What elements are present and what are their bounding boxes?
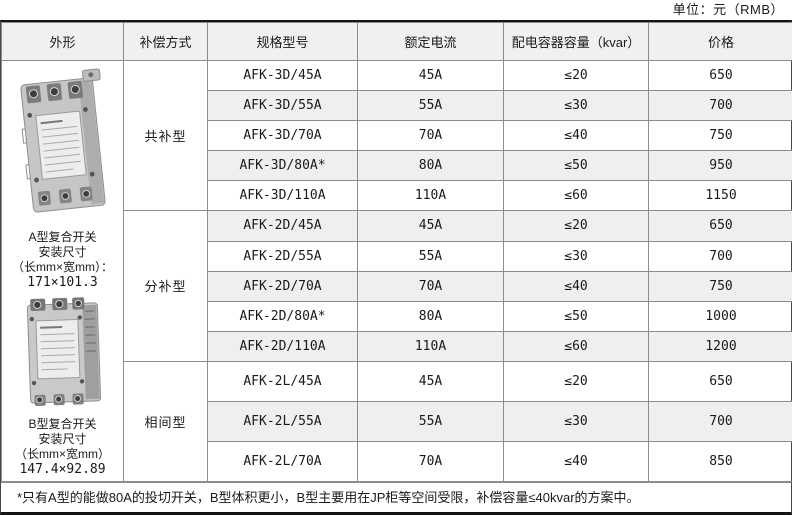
- switch-product-image-b: [18, 294, 108, 412]
- spec-table: 外形 补偿方式 规格型号 额定电流 配电容器容量（kvar） 价格: [1, 22, 792, 482]
- capacity-cell: ≤40: [503, 441, 649, 482]
- footnote: *只有A型的能做80A的投切开关，B型体积更小，B型主要用在JP柜等空间受限，补…: [1, 482, 791, 512]
- model-cell: AFK-2L/45A: [207, 360, 358, 402]
- price-cell: 700: [648, 240, 792, 272]
- caption-line: B型复合开关: [28, 416, 97, 431]
- capacity-cell: ≤60: [503, 330, 649, 362]
- model-cell: AFK-3D/80A*: [207, 150, 358, 181]
- appearance-cell: A型复合开关 安装尺寸 （长mm×宽mm）： 171×101.3: [1, 60, 124, 482]
- price-cell: 650: [648, 210, 792, 242]
- current-cell: 45A: [357, 210, 504, 242]
- model-cell: AFK-3D/55A: [207, 90, 358, 121]
- model-cell: AFK-3D/110A: [207, 180, 358, 211]
- table-row: 相间型 AFK-2L/45A 45A ≤20 650: [2, 360, 792, 482]
- caption-line: （长mm×宽mm）: [15, 446, 110, 461]
- current-cell: 55A: [357, 240, 504, 272]
- model-cell: AFK-3D/45A: [207, 60, 358, 91]
- capacity-cell: ≤30: [503, 401, 649, 442]
- group-cell-interphase: 相间型: [123, 360, 208, 482]
- current-cell: 110A: [357, 330, 504, 362]
- current-cell: 70A: [357, 441, 504, 482]
- current-cell: 80A: [357, 300, 504, 332]
- current-cell: 45A: [357, 60, 504, 91]
- table-row: AFK-2L/70A 70A ≤40 850: [2, 441, 792, 482]
- price-cell: 850: [648, 441, 792, 482]
- table-row: AFK-3D/55A 55A ≤30 700: [2, 90, 792, 121]
- current-cell: 55A: [357, 90, 504, 121]
- capacity-cell: ≤50: [503, 300, 649, 332]
- capacity-cell: ≤60: [503, 180, 649, 211]
- model-cell: AFK-2D/70A: [207, 270, 358, 302]
- price-cell: 650: [648, 60, 792, 91]
- header-model: 规格型号: [207, 22, 358, 61]
- model-cell: AFK-2D/110A: [207, 330, 358, 362]
- header-row: 外形 补偿方式 规格型号 额定电流 配电容器容量（kvar） 价格: [1, 22, 792, 61]
- header-compensation-type: 补偿方式: [123, 22, 208, 61]
- current-cell: 70A: [357, 120, 504, 151]
- switch-product-image-a: [16, 65, 110, 225]
- price-cell: 650: [648, 360, 792, 402]
- caption-line: （长mm×宽mm）：: [12, 259, 113, 274]
- composite-switch-b-illustration: [26, 297, 101, 407]
- model-cell: AFK-2D/45A: [207, 210, 358, 242]
- table-row: A型复合开关 安装尺寸 （长mm×宽mm）： 171×101.3: [1, 60, 792, 482]
- caption-line: 147.4×92.89: [19, 461, 106, 477]
- table-row: AFK-2L/55A 55A ≤30 700: [2, 401, 792, 442]
- header-rated-current: 额定电流: [357, 22, 504, 61]
- header-appearance: 外形: [1, 22, 124, 61]
- caption-switch-a: A型复合开关 安装尺寸 （长mm×宽mm）： 171×101.3: [12, 230, 113, 290]
- current-cell: 110A: [357, 180, 504, 211]
- model-cell: AFK-3D/70A: [207, 120, 358, 151]
- header-capacitor-capacity: 配电容器容量（kvar）: [503, 22, 649, 61]
- caption-switch-b: B型复合开关 安装尺寸 （长mm×宽mm） 147.4×92.89: [15, 417, 110, 477]
- capacity-cell: ≤20: [503, 60, 649, 91]
- table-row: AFK-2D/55A 55A ≤30 700: [2, 240, 792, 272]
- table-row: AFK-2D/110A 110A ≤60 1200: [2, 330, 792, 362]
- group-cell-common: 共补型: [123, 60, 208, 211]
- caption-line: 安装尺寸: [38, 431, 87, 446]
- capacity-cell: ≤20: [503, 360, 649, 402]
- model-cell: AFK-2L/70A: [207, 441, 358, 482]
- current-cell: 55A: [357, 401, 504, 442]
- spec-table-frame: 外形 补偿方式 规格型号 额定电流 配电容器容量（kvar） 价格: [0, 20, 792, 515]
- price-cell: 950: [648, 150, 792, 181]
- composite-switch-a-illustration: [19, 68, 106, 213]
- model-cell: AFK-2L/55A: [207, 401, 358, 442]
- model-cell: AFK-2D/55A: [207, 240, 358, 272]
- unit-label: 单位：元（RMB）: [672, 2, 784, 17]
- capacity-cell: ≤40: [503, 120, 649, 151]
- capacity-cell: ≤30: [503, 90, 649, 121]
- current-cell: 80A: [357, 150, 504, 181]
- capacity-cell: ≤50: [503, 150, 649, 181]
- capacity-cell: ≤20: [503, 210, 649, 242]
- price-cell: 700: [648, 90, 792, 121]
- price-cell: 1000: [648, 300, 792, 332]
- price-cell: 700: [648, 401, 792, 442]
- caption-line: 安装尺寸: [38, 244, 87, 259]
- price-cell: 1200: [648, 330, 792, 362]
- capacity-cell: ≤30: [503, 240, 649, 272]
- current-cell: 70A: [357, 270, 504, 302]
- table-row: AFK-2D/70A 70A ≤40 750: [2, 270, 792, 302]
- price-cell: 750: [648, 120, 792, 151]
- caption-line: 171×101.3: [27, 274, 98, 290]
- model-cell: AFK-2D/80A*: [207, 300, 358, 332]
- price-cell: 1150: [648, 180, 792, 211]
- caption-line: A型复合开关: [28, 229, 97, 244]
- price-cell: 750: [648, 270, 792, 302]
- group-cell-split: 分补型: [123, 210, 208, 362]
- header-price: 价格: [648, 22, 792, 61]
- capacity-cell: ≤40: [503, 270, 649, 302]
- table-row: 分补型 AFK-2D/45A 45A ≤20 650: [2, 210, 792, 362]
- current-cell: 45A: [357, 360, 504, 402]
- table-row: AFK-3D/110A 110A ≤60 1150: [2, 180, 792, 211]
